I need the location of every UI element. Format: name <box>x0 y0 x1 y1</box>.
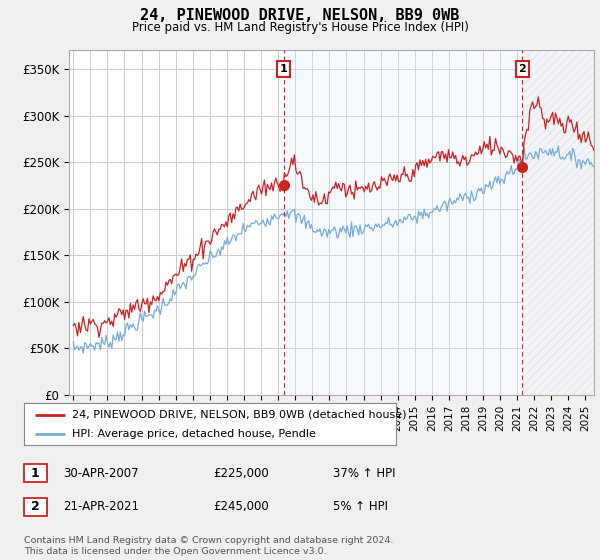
Text: 1: 1 <box>280 64 287 74</box>
Bar <box>522 50 594 395</box>
Text: Contains HM Land Registry data © Crown copyright and database right 2024.
This d: Contains HM Land Registry data © Crown c… <box>24 536 394 556</box>
Bar <box>522 50 594 395</box>
Text: £245,000: £245,000 <box>213 500 269 514</box>
Text: 1: 1 <box>31 466 40 480</box>
Text: Price paid vs. HM Land Registry's House Price Index (HPI): Price paid vs. HM Land Registry's House … <box>131 21 469 34</box>
Text: £225,000: £225,000 <box>213 466 269 480</box>
Text: 5% ↑ HPI: 5% ↑ HPI <box>333 500 388 514</box>
Text: 2: 2 <box>518 64 526 74</box>
Text: 37% ↑ HPI: 37% ↑ HPI <box>333 466 395 480</box>
Bar <box>284 50 522 395</box>
Text: 2: 2 <box>31 500 40 514</box>
Text: HPI: Average price, detached house, Pendle: HPI: Average price, detached house, Pend… <box>73 429 316 439</box>
Text: 30-APR-2007: 30-APR-2007 <box>63 466 139 480</box>
Text: 24, PINEWOOD DRIVE, NELSON, BB9 0WB: 24, PINEWOOD DRIVE, NELSON, BB9 0WB <box>140 8 460 24</box>
Text: 21-APR-2021: 21-APR-2021 <box>63 500 139 514</box>
Text: 24, PINEWOOD DRIVE, NELSON, BB9 0WB (detached house): 24, PINEWOOD DRIVE, NELSON, BB9 0WB (det… <box>73 409 407 419</box>
